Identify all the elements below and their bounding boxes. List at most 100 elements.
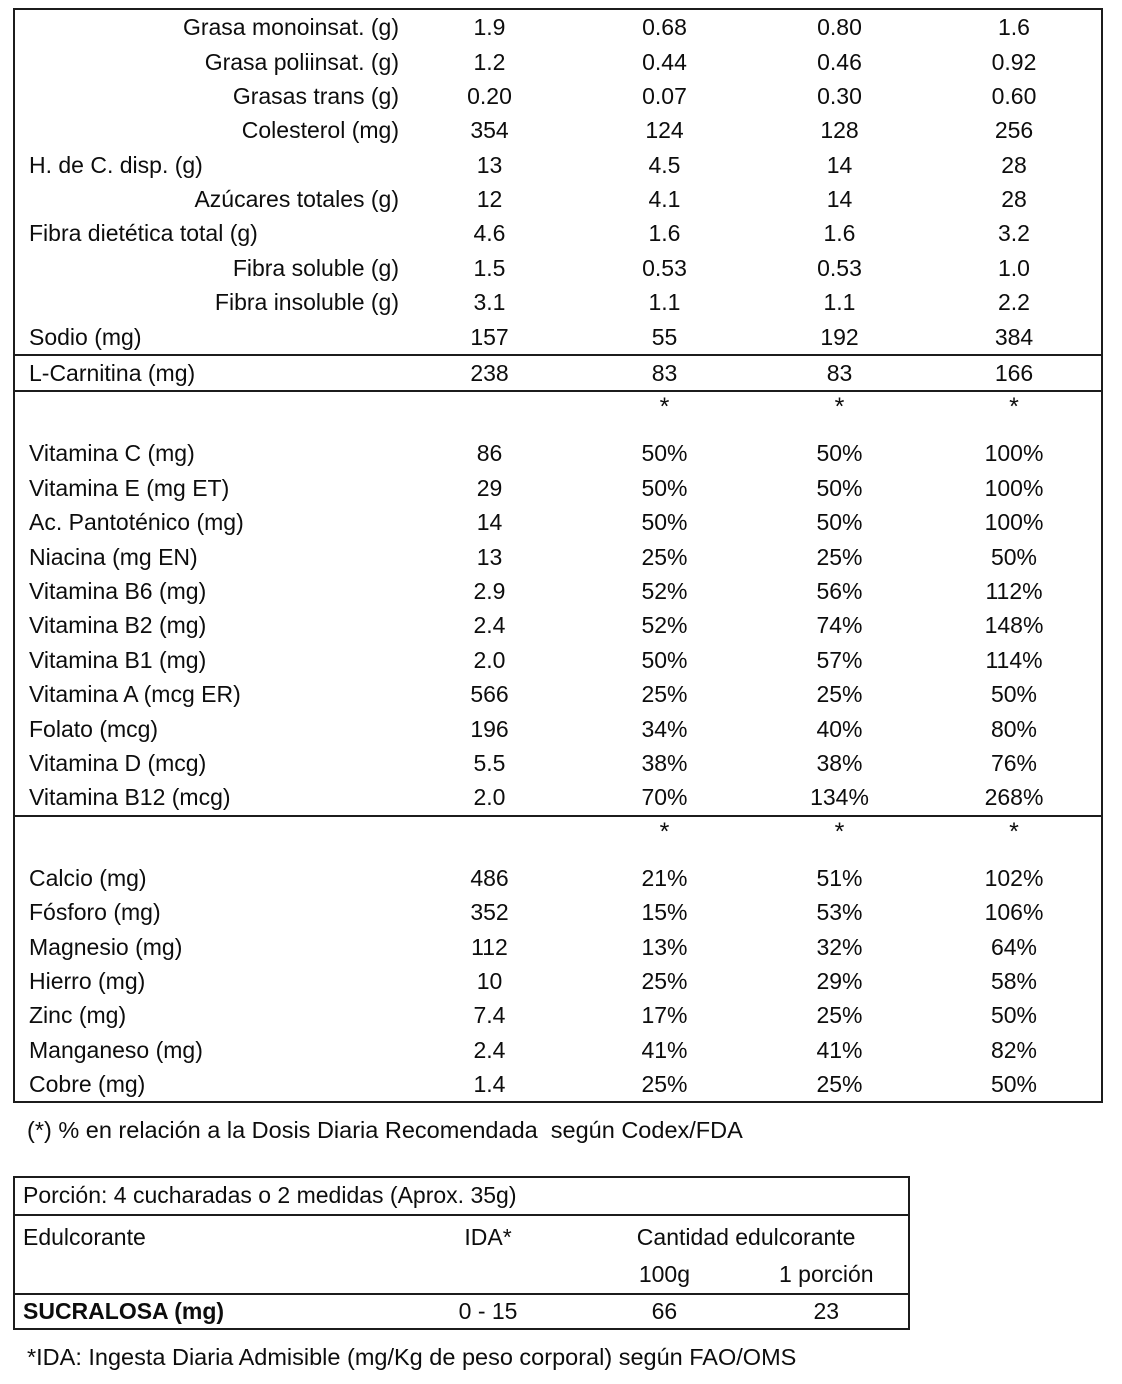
nutrient-value: 28: [1001, 186, 1027, 213]
nutrient-value: 1.1: [648, 289, 681, 316]
nutrient-value: 2.4: [473, 1036, 506, 1063]
nutrient-value: 1.2: [473, 48, 506, 75]
nutrient-row: Vitamina B1 (mg) 2.0 50% 57% 114%: [14, 643, 1102, 677]
nutrient-value: 112: [471, 933, 508, 960]
nutrient-value: 25%: [816, 543, 863, 570]
nutrient-value: 41%: [641, 1036, 688, 1063]
nutrient-row: Fibra insoluble (g) 3.1 1.1 1.1 2.2: [14, 285, 1102, 319]
nutrient-row: Manganeso (mg) 2.4 41% 41% 82%: [14, 1033, 1102, 1067]
nutrient-label: Zinc (mg): [29, 1002, 127, 1029]
nutrient-value: 0.46: [817, 48, 862, 75]
nutrient-value: 7.4: [473, 1002, 506, 1029]
nutrient-value: 157: [470, 323, 509, 350]
nutrient-row: Vitamina B2 (mg) 2.4 52% 74% 148%: [14, 608, 1102, 642]
nutrient-row: Colesterol (mg) 354 124 128 256: [14, 113, 1102, 147]
nutrient-row: Vitamina D (mcg) 5.5 38% 38% 76%: [14, 746, 1102, 780]
nutrient-value: 112%: [985, 577, 1043, 604]
nutrient-value: 0.68: [642, 14, 687, 41]
nutrient-value: 80%: [990, 715, 1038, 742]
nutrient-value: 52%: [641, 577, 688, 604]
nutrient-value: 14: [476, 509, 503, 536]
nutrient-row: Azúcares totales (g) 12 4.1 14 28: [14, 182, 1102, 216]
nutrient-value: 100%: [984, 474, 1044, 501]
nutrient-value: 128: [820, 117, 859, 144]
asterisk-header-row: * * *: [14, 390, 1102, 437]
nutrient-label: Fósforo (mg): [29, 899, 161, 926]
nutrient-value: 1.6: [823, 220, 856, 247]
nutrient-value: 25%: [816, 681, 863, 708]
asterisk-marker: *: [752, 814, 927, 861]
nutrient-value: 74%: [816, 612, 863, 639]
nutrient-row: H. de C. disp. (g) 13 4.5 14 28: [14, 148, 1102, 182]
nutrient-label: Calcio (mg): [29, 864, 147, 891]
nutrient-value: 25%: [641, 1071, 688, 1098]
amount-col-header: Cantidad edulcorante: [636, 1224, 856, 1251]
nutrient-value: 352: [470, 899, 509, 926]
nutrient-value: 3.2: [998, 220, 1030, 247]
nutrient-label: Vitamina B12 (mcg): [29, 784, 231, 811]
nutrient-row: L-Carnitina (mg) 238 83 83 166: [14, 353, 1102, 392]
nutrient-value: 384: [994, 323, 1034, 350]
nutrient-value: 14: [826, 186, 853, 213]
nutrient-value: 50%: [641, 474, 688, 501]
nutrient-label: Grasa monoinsat. (g): [182, 14, 399, 41]
asterisk-marker: [402, 390, 577, 437]
nutrient-value: 100%: [984, 440, 1044, 467]
nutrient-value: 2.9: [473, 577, 506, 604]
nutrient-value: 83: [577, 353, 752, 392]
nutrient-value: 1.1: [823, 289, 856, 316]
nutrient-value: 14: [826, 151, 853, 178]
nutrient-value: 57%: [816, 646, 863, 673]
nutrient-value: 166: [927, 353, 1102, 392]
nutrient-value: 1.6: [648, 220, 681, 247]
nutrient-value: 40%: [816, 715, 863, 742]
sweetener-name: SUCRALOSA (mg): [23, 1297, 225, 1324]
nutrient-value: 12: [476, 186, 503, 213]
nutrient-value: 50%: [641, 440, 688, 467]
nutrient-value: 21%: [641, 864, 688, 891]
nutrient-value: 4.1: [648, 186, 681, 213]
nutrient-row: Fibra soluble (g) 1.5 0.53 0.53 1.0: [14, 251, 1102, 285]
asterisk-marker: *: [577, 814, 752, 861]
nutrient-value: 17%: [641, 1002, 688, 1029]
nutrient-value: 4.5: [648, 151, 681, 178]
per-portion-header: 1 porción: [744, 1256, 909, 1295]
nutrient-row: Niacina (mg EN) 13 25% 25% 50%: [14, 539, 1102, 573]
nutrient-label: Ac. Pantoténico (mg): [29, 509, 244, 536]
nutrient-value: 50%: [816, 474, 863, 501]
nutrient-label: Colesterol (mg): [241, 117, 399, 144]
nutrient-value: 0.80: [817, 14, 862, 41]
sweetener-per-100g-value: 66: [651, 1297, 678, 1324]
nutrient-value: 566: [470, 681, 509, 708]
nutrient-value: 0.30: [817, 82, 862, 109]
nutrient-value: 58%: [990, 967, 1038, 994]
nutrient-label: Niacina (mg EN): [29, 543, 198, 570]
nutrient-row: Fósforo (mg) 352 15% 53% 106%: [14, 895, 1102, 929]
nutrient-label: Vitamina B2 (mg): [29, 612, 207, 639]
nutrient-value: 64%: [990, 933, 1038, 960]
sweetener-ida-value: 0 - 15: [458, 1297, 518, 1324]
nutrient-value: 1.4: [473, 1071, 506, 1098]
nutrient-label: [14, 814, 402, 861]
ida-footnote: *IDA: Ingesta Diaria Admisible (mg/Kg de…: [27, 1343, 797, 1370]
ida-col-header: IDA*: [464, 1224, 512, 1251]
nutrient-value: 0.60: [991, 82, 1037, 109]
nutrient-value: 50%: [641, 646, 688, 673]
nutrient-row: Sodio (mg) 157 55 192 384: [14, 320, 1102, 355]
nutrient-label: Vitamina B1 (mg): [29, 646, 207, 673]
portion-row: Porción: 4 cucharadas o 2 medidas (Aprox…: [14, 1176, 909, 1216]
nutrient-label: Cobre (mg): [29, 1071, 146, 1098]
nutrient-value: 70%: [641, 784, 688, 811]
nutrient-label: Sodio (mg): [29, 323, 142, 350]
nutrient-value: 354: [470, 117, 509, 144]
nutrient-row: Zinc (mg) 7.4 17% 25% 50%: [14, 998, 1102, 1032]
nutrient-row: Calcio (mg) 486 21% 51% 102%: [14, 861, 1102, 895]
nutrient-value: 82%: [990, 1036, 1038, 1063]
nutrient-row: Folato (mcg) 196 34% 40% 80%: [14, 711, 1102, 745]
nutrient-label: Grasas trans (g): [232, 82, 399, 109]
nutrient-value: 56%: [816, 577, 863, 604]
nutrient-row: Vitamina C (mg) 86 50% 50% 100%: [14, 436, 1102, 470]
nutrient-label: Fibra soluble (g): [232, 254, 399, 281]
nutrient-value: 134%: [810, 784, 869, 811]
